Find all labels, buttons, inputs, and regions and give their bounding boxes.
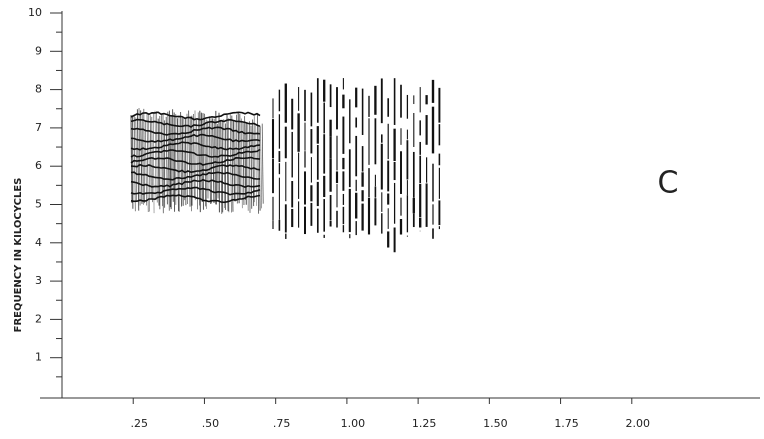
x-tick-label: 1.75 <box>554 417 579 430</box>
spectrogram-band <box>130 133 261 143</box>
spectrogram-stroke <box>212 118 215 204</box>
y-tick-label: 7 <box>35 121 42 134</box>
spectrogram-stroke <box>183 118 185 201</box>
spectrogram-stroke <box>229 114 232 213</box>
spectrogram-stroke <box>215 110 217 205</box>
spectrogram-stroke <box>145 120 147 206</box>
annotation: C <box>658 166 679 201</box>
x-tick-label: .25 <box>130 417 148 430</box>
spectrogram-stroke <box>161 113 163 207</box>
spectrogram-stroke <box>199 110 201 213</box>
spectrogram-stroke <box>217 123 219 199</box>
spectrogram-stroke <box>250 125 253 209</box>
spectrogram-stroke <box>133 116 136 212</box>
spectrogram-stroke <box>176 118 180 212</box>
spectrogram-band <box>130 194 261 204</box>
spectrogram-band <box>130 111 261 121</box>
spectrogram-stroke <box>156 111 158 203</box>
x-tick-label: 1.50 <box>483 417 508 430</box>
spectrogram-stroke <box>140 110 143 204</box>
spectrogram-stroke <box>223 119 225 209</box>
x-tick-label: .50 <box>202 417 220 430</box>
spectrogram-band <box>130 186 261 196</box>
spectrogram-stroke <box>210 118 213 204</box>
spectrogram-stroke <box>154 110 157 201</box>
spectrogram-stroke <box>153 112 155 214</box>
spectrogram-stroke <box>146 112 149 212</box>
y-tick-label: 6 <box>35 159 42 172</box>
spectrogram-stroke <box>193 113 195 199</box>
spectrogram-stroke <box>141 112 144 205</box>
spectrogram-stroke <box>165 116 168 205</box>
spectrogram-band <box>130 148 261 158</box>
spectrogram-stroke <box>151 116 153 203</box>
spectrogram-stroke <box>196 120 199 210</box>
spectrogram-stroke <box>260 126 262 209</box>
spectrogram-stroke <box>208 116 211 204</box>
spectrogram-stroke <box>232 120 236 202</box>
spectrogram-stroke <box>188 110 191 207</box>
spectrogram-band <box>130 156 261 166</box>
spectrogram-stroke <box>252 119 255 207</box>
spectrogram-band <box>130 171 261 181</box>
spectrogram-stroke <box>143 108 145 204</box>
y-tick-label: 10 <box>28 6 42 19</box>
y-tick-label: 4 <box>35 236 42 249</box>
spectrogram-band <box>130 163 261 174</box>
spectrogram-stroke <box>130 115 133 203</box>
spectrogram-band <box>130 118 261 128</box>
y-tick-label: 1 <box>35 351 42 364</box>
spectrogram-stroke <box>200 112 203 202</box>
spectrogram <box>130 78 441 253</box>
spectrogram-stroke <box>256 113 260 214</box>
spectrogram-stroke <box>135 117 137 202</box>
spectrogram-stroke <box>261 123 264 204</box>
y-tick-label: 5 <box>35 198 42 211</box>
spectrogram-stroke <box>231 115 234 212</box>
spectrogram-stroke <box>167 111 170 211</box>
y-tick-label: 3 <box>35 274 42 287</box>
spectrogram-stroke <box>197 112 200 206</box>
spectrogram-stroke <box>180 112 183 207</box>
spectrogram-stroke <box>249 121 251 213</box>
spectrogram-stroke <box>258 126 261 211</box>
x-tick-label: 2.00 <box>626 417 651 430</box>
spectrogram-stroke <box>136 109 140 211</box>
spectrogram-stroke <box>172 109 174 202</box>
spectrogram-band <box>130 126 261 136</box>
y-axis-label: FREQUENCY IN KILOCYCLES <box>13 178 24 333</box>
spectrogram-stroke <box>220 120 223 214</box>
spectrogram-stroke <box>148 114 150 212</box>
y-tick-label: 9 <box>35 44 42 57</box>
spectrogram-stroke <box>236 114 238 204</box>
x-tick-label: 1.00 <box>341 417 366 430</box>
x-tick-label: 1.25 <box>412 417 437 430</box>
spectrogram-band <box>130 178 261 188</box>
spectrogram-stroke <box>242 122 245 205</box>
x-tick-label: .75 <box>273 417 291 430</box>
y-tick-label: 8 <box>35 83 42 96</box>
spectrogram-band <box>130 141 261 151</box>
y-tick-label: 2 <box>35 312 42 325</box>
spectrogram-stroke <box>226 114 229 212</box>
